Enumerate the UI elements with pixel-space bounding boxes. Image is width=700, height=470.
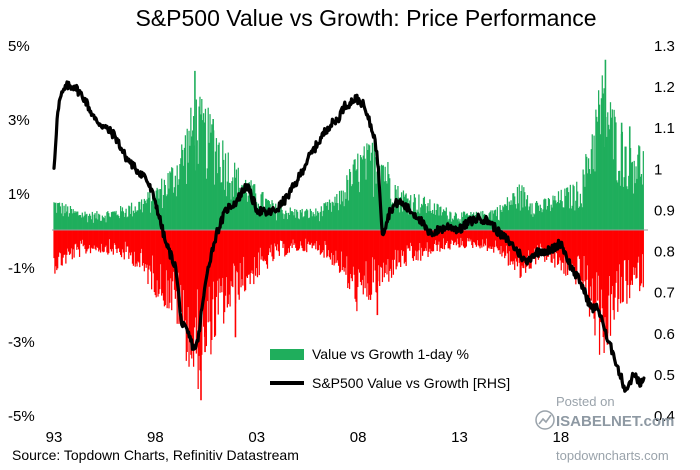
left-tick-label: 3% xyxy=(8,112,30,129)
chart-title: S&P500 Value vs Growth: Price Performanc… xyxy=(135,5,596,31)
x-tick-label: 18 xyxy=(552,429,569,446)
left-axis: 5% 3% 1% -1% -3% -5% xyxy=(8,38,35,425)
x-tick-label: 08 xyxy=(350,429,367,446)
watermark-site: ISABELNET.com xyxy=(556,413,674,430)
right-tick-label: 1.2 xyxy=(654,79,675,96)
left-tick-label: 1% xyxy=(8,186,30,203)
watermark: Posted on ISABELNET.com topdowncharts.co… xyxy=(535,394,674,463)
right-tick-label: 0.4 xyxy=(654,408,675,425)
x-tick-label: 98 xyxy=(147,429,164,446)
right-tick-label: 0.6 xyxy=(654,326,675,343)
watermark-posted-on: Posted on xyxy=(556,394,615,409)
x-tick-label: 93 xyxy=(46,429,63,446)
right-tick-label: 1 xyxy=(654,161,662,178)
left-tick-label: -3% xyxy=(8,334,35,351)
left-tick-label: 5% xyxy=(8,38,30,55)
x-tick-label: 03 xyxy=(248,429,265,446)
watermark-footer: topdowncharts.com xyxy=(556,448,669,463)
legend-swatch-bars xyxy=(270,349,304,360)
legend-label-bars: Value vs Growth 1-day % xyxy=(312,346,469,362)
right-tick-label: 0.8 xyxy=(654,244,675,261)
legend: Value vs Growth 1-day % S&P500 Value vs … xyxy=(270,346,510,391)
right-tick-label: 1.3 xyxy=(654,38,675,55)
left-tick-label: -5% xyxy=(8,408,35,425)
right-tick-label: 1.1 xyxy=(654,120,675,137)
source-note: Source: Topdown Charts, Refinitiv Datast… xyxy=(12,447,299,463)
x-axis: 93 98 03 08 13 18 xyxy=(46,429,569,446)
watermark-logo xyxy=(535,410,555,430)
right-tick-label: 0.5 xyxy=(654,367,675,384)
left-tick-label: -1% xyxy=(8,260,35,277)
right-tick-label: 0.7 xyxy=(654,285,675,302)
legend-label-line: S&P500 Value vs Growth [RHS] xyxy=(312,375,510,391)
x-tick-label: 13 xyxy=(451,429,468,446)
line-series-path xyxy=(52,80,646,393)
right-axis: 1.3 1.2 1.1 1 0.9 0.8 0.7 0.6 0.5 0.4 xyxy=(654,38,675,425)
right-tick-label: 0.9 xyxy=(654,202,675,219)
